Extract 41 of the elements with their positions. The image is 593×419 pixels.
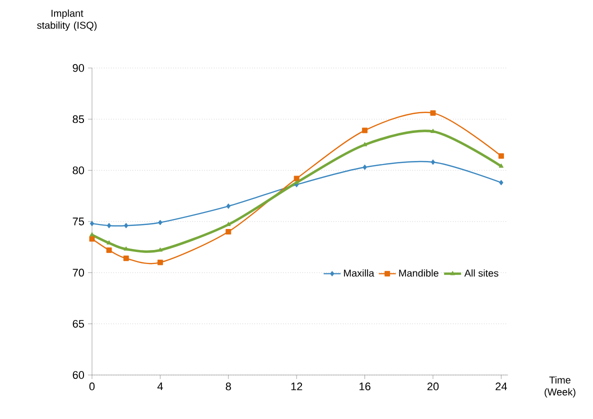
point [430,110,436,116]
legend-label: Maxilla [344,269,374,277]
point [362,128,368,134]
y-tick-label: 90 [72,64,84,72]
point [430,159,436,165]
y-tick-label: 80 [72,166,84,174]
point [90,220,94,226]
point [498,153,504,159]
point [106,222,112,228]
point [499,180,504,186]
point [158,247,163,252]
point [226,203,231,209]
legend-label: Mandible [399,269,438,277]
point [158,220,162,226]
point [157,260,163,266]
point [226,228,232,234]
x-tick-label: 8 [226,382,231,390]
x-axis-title: Time (Week) [544,376,576,398]
y-tick-label: 60 [72,371,84,379]
point [106,247,112,253]
point [294,176,300,182]
y-axis-title: Implant stability (ISQ) [37,10,97,31]
point [498,164,504,168]
x-tick-label: 0 [89,382,95,390]
point [89,236,95,242]
x-tick-label: 20 [427,382,439,390]
x-tick-label: 16 [360,382,370,390]
y-tick-label: 85 [72,115,84,124]
y-tick-label: 65 [72,320,84,328]
x-tick-label: 4 [157,382,163,390]
point [123,256,129,262]
point [362,164,367,170]
point [90,232,94,236]
point [124,246,129,251]
point [124,222,128,228]
y-tick-label: 75 [72,218,84,226]
x-tick-label: 12 [291,382,302,390]
x-tick-label: 24 [496,382,507,390]
legend-label: All sites [464,269,498,277]
y-tick-label: 70 [72,268,84,277]
point [294,180,299,184]
